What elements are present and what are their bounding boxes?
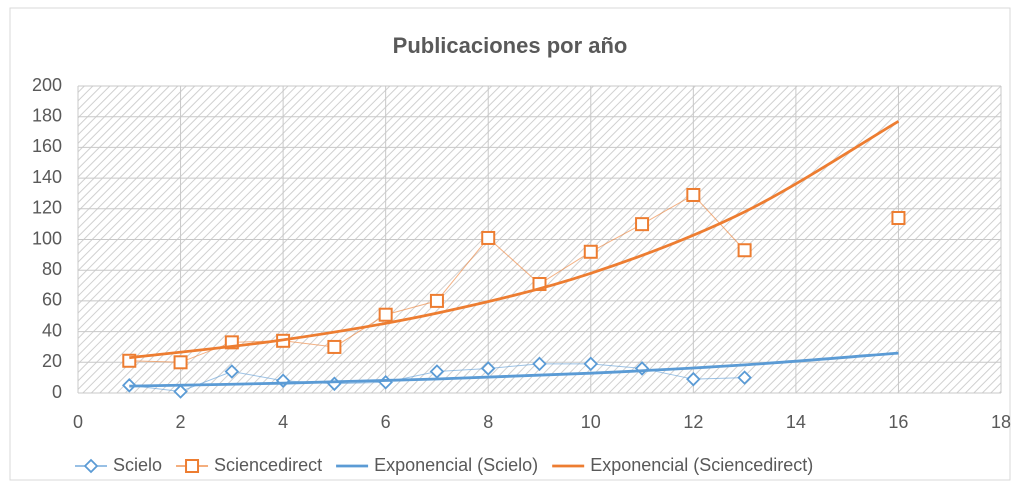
legend-label: Sciencedirect <box>214 455 322 475</box>
y-tick-label: 200 <box>32 75 62 95</box>
legend-label: Scielo <box>113 455 162 475</box>
point <box>635 217 650 232</box>
point <box>686 371 701 387</box>
y-tick-label: 140 <box>32 167 62 187</box>
point <box>583 244 598 259</box>
y-tick-label: 80 <box>42 259 62 279</box>
x-tick-label: 18 <box>991 412 1011 432</box>
point <box>429 293 444 308</box>
point <box>532 356 547 372</box>
point <box>429 364 445 379</box>
x-tick-label: 16 <box>888 412 908 432</box>
y-tick-label: 160 <box>32 136 62 156</box>
point <box>686 187 701 202</box>
point <box>327 339 342 354</box>
point <box>737 370 752 385</box>
chart-title: Publicaciones por año <box>393 33 628 58</box>
trend-line <box>129 351 899 388</box>
x-tick-label: 4 <box>278 412 288 432</box>
x-tick-label: 8 <box>483 412 493 432</box>
legend-marker <box>185 459 200 473</box>
x-tick-label: 14 <box>786 412 806 432</box>
point <box>378 307 393 322</box>
point <box>224 364 240 379</box>
point <box>583 356 599 372</box>
legend-marker <box>83 458 99 474</box>
y-tick-label: 20 <box>42 351 62 371</box>
y-tick-label: 0 <box>52 382 62 402</box>
point <box>173 355 188 370</box>
trend-line <box>129 120 900 360</box>
x-tick-label: 12 <box>683 412 703 432</box>
legend-label: Exponencial (Scielo) <box>374 455 538 475</box>
x-tick-label: 6 <box>381 412 391 432</box>
y-tick-label: 180 <box>32 105 62 125</box>
point <box>480 361 496 376</box>
legend-label: Exponencial (Sciencedirect) <box>590 455 813 475</box>
point <box>891 211 906 226</box>
x-tick-label: 2 <box>176 412 186 432</box>
point <box>737 243 752 258</box>
y-tick-label: 100 <box>32 228 62 248</box>
x-tick-label: 0 <box>73 412 83 432</box>
point <box>481 230 496 245</box>
x-tick-label: 10 <box>581 412 601 432</box>
point <box>173 384 188 399</box>
y-tick-label: 120 <box>32 198 62 218</box>
y-tick-label: 40 <box>42 320 62 340</box>
y-tick-label: 60 <box>42 290 62 310</box>
